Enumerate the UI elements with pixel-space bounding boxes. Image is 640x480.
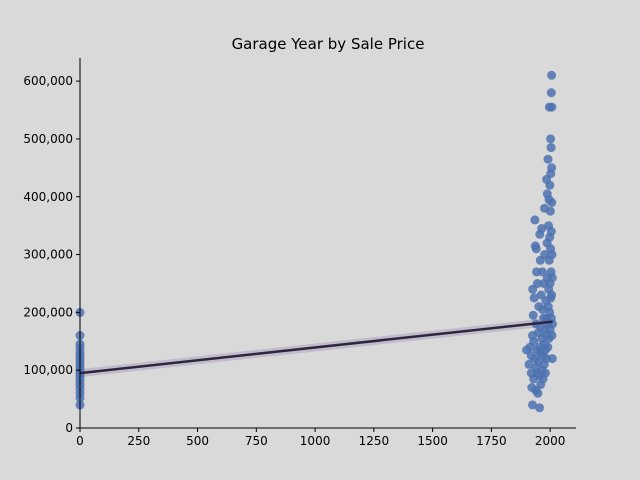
- x-tick-label: 1500: [417, 434, 448, 448]
- data-point: [547, 273, 557, 283]
- data-point: [546, 88, 556, 98]
- data-point: [540, 368, 550, 378]
- data-point: [546, 226, 556, 236]
- y-tick-label: 200,000: [23, 305, 73, 319]
- trend-line-layer: [79, 320, 553, 375]
- data-point: [537, 224, 547, 233]
- y-tick-label: 500,000: [23, 132, 73, 146]
- data-point: [528, 400, 537, 410]
- y-tick-label: 0: [65, 421, 73, 435]
- y-tick-label: 600,000: [23, 74, 73, 88]
- y-tick-label: 400,000: [23, 190, 73, 204]
- plot-background: [80, 58, 576, 428]
- data-point: [546, 134, 556, 144]
- data-point: [547, 163, 557, 173]
- data-point: [529, 336, 539, 346]
- x-tick-label: 1000: [300, 434, 331, 448]
- data-point: [531, 244, 541, 254]
- x-tick-label: 2000: [535, 434, 566, 448]
- data-point: [535, 403, 545, 413]
- data-point: [532, 279, 542, 288]
- data-point: [543, 342, 553, 352]
- data-point: [547, 250, 557, 260]
- data-point: [547, 290, 557, 300]
- x-tick-label: 750: [245, 434, 268, 448]
- data-point: [547, 70, 557, 80]
- y-tick-label: 100,000: [23, 363, 73, 377]
- x-tick-label: 250: [127, 434, 150, 448]
- data-point: [524, 359, 534, 369]
- data-point: [547, 354, 557, 364]
- chart-title: Garage Year by Sale Price: [232, 35, 425, 53]
- data-point: [529, 293, 539, 303]
- x-tick-label: 1750: [476, 434, 507, 448]
- axes-layer: 0 250 500 750 1000 1250 1500 1750 2000 0 100,000 20…: [23, 58, 576, 448]
- data-point: [546, 143, 556, 153]
- x-tick-label: 1250: [359, 434, 390, 448]
- data-point: [547, 198, 557, 207]
- trend-line: [79, 320, 553, 375]
- data-point: [545, 180, 555, 190]
- data-point: [543, 154, 553, 164]
- data-point: [547, 102, 557, 112]
- data-point: [547, 331, 557, 340]
- data-point: [528, 310, 538, 320]
- data-point: [530, 215, 540, 225]
- data-point: [545, 206, 555, 216]
- x-tick-label: 500: [186, 434, 209, 448]
- x-tick-label: 0: [76, 434, 84, 448]
- data-point: [533, 388, 543, 398]
- y-tick-label: 300,000: [23, 248, 73, 262]
